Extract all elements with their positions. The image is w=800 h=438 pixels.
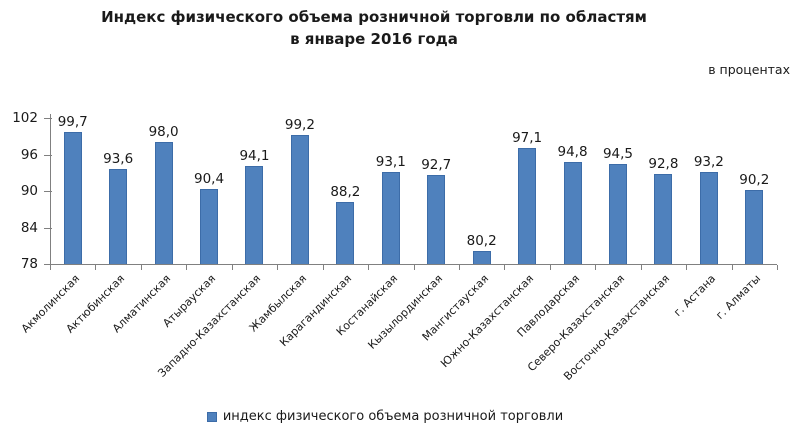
x-axis-tick (504, 265, 506, 270)
chart-legend: индекс физического объема розничной торг… (0, 409, 770, 424)
x-axis-tick (50, 265, 51, 270)
y-axis-tick-label: 84 (20, 219, 38, 236)
bar-value-label: 93,2 (693, 153, 724, 170)
bar-Южно-Казахстанская (518, 147, 537, 264)
x-axis-tick (413, 265, 415, 270)
x-axis-tick (549, 265, 551, 270)
x-axis-tick (231, 265, 233, 270)
bar-value-label: 98,0 (148, 124, 179, 141)
x-axis-tick (731, 265, 733, 270)
bar-value-label: 99,2 (284, 117, 315, 134)
bar-Акмолинская (63, 131, 82, 264)
x-axis-tick (277, 265, 279, 270)
bar-value-label: 92,7 (421, 156, 452, 173)
bar-value-label: 99,7 (57, 113, 88, 130)
y-axis-tick-label: 102 (12, 110, 38, 126)
x-axis-tick (777, 265, 778, 270)
bar-value-label: 94,8 (557, 143, 588, 160)
bar-value-label: 90,4 (194, 170, 225, 187)
y-axis-tick (44, 118, 52, 119)
y-axis-tick (44, 264, 52, 265)
bar-value-label: 93,6 (103, 151, 134, 168)
x-axis-tick (186, 265, 188, 270)
bar-Костанайская (381, 172, 400, 264)
bar-value-label: 94,5 (602, 145, 633, 162)
units-label: в процентах (708, 62, 790, 77)
y-axis-tick-label: 96 (20, 146, 38, 163)
x-axis-tick (640, 265, 642, 270)
x-axis-tick (140, 265, 142, 270)
x-axis-tick (595, 265, 597, 270)
bar-value-label: 90,2 (739, 171, 770, 188)
bar-Павлодарская (563, 161, 582, 264)
y-axis-tick (44, 154, 52, 156)
bar-value-label: 93,1 (375, 154, 406, 171)
bar-Западно-Казахстанская (245, 166, 264, 264)
x-axis-line (44, 264, 777, 265)
bar-value-label: 94,1 (239, 148, 270, 165)
bar-Атырауская (200, 188, 219, 264)
bar-г. Алматы (745, 189, 764, 264)
bar-г. Астана (699, 171, 718, 264)
chart-title: Индекс физического объема розничной торг… (0, 6, 748, 50)
x-axis-tick (368, 265, 370, 270)
bar-Мангистауская (472, 250, 491, 264)
bar-value-label: 97,1 (512, 129, 543, 146)
legend-swatch-icon (206, 411, 217, 422)
bar-Актюбинская (109, 169, 128, 264)
bar-Северо-Казахстанская (608, 163, 627, 264)
bar-Карагандинская (336, 201, 355, 264)
x-axis-tick (95, 265, 97, 270)
x-axis-tick (458, 265, 460, 270)
bar-value-label: 92,8 (648, 155, 679, 172)
y-axis-tick (44, 191, 52, 192)
bar-value-label: 80,2 (466, 232, 497, 249)
y-axis-line (50, 114, 51, 264)
bar-Восточно-Казахстанская (654, 173, 673, 264)
legend-label: индекс физического объема розничной торг… (222, 409, 564, 424)
bar-Алматинская (154, 142, 173, 264)
chart-title-line1: Индекс физического объема розничной торг… (101, 8, 647, 26)
x-axis-tick (686, 265, 688, 270)
y-axis-tick-label: 90 (20, 183, 38, 199)
chart-title-line2: в январе 2016 года (290, 30, 458, 48)
y-axis-tick-label: 78 (20, 256, 38, 272)
bar-value-label: 88,2 (330, 183, 361, 200)
bar-Жамбылская (290, 135, 309, 264)
x-axis-tick (322, 265, 324, 270)
y-axis-tick (44, 227, 52, 229)
bar-Кызылординская (427, 174, 446, 264)
